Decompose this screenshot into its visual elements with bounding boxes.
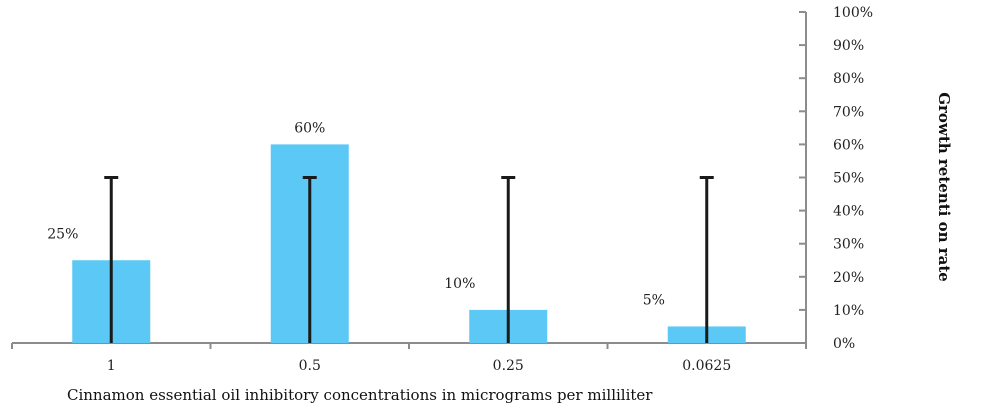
y-tick-label: 50%	[833, 171, 864, 187]
x-axis-title: Cinnamon essential oil inhibitory concen…	[67, 386, 653, 404]
bars	[72, 144, 746, 343]
y-axis-title: Growth retenti on rate	[935, 92, 953, 282]
y-tick-label: 10%	[833, 303, 864, 319]
data-label: 60%	[294, 120, 325, 136]
y-tick-label: 60%	[833, 137, 864, 153]
y-tick-label: 0%	[833, 336, 855, 352]
x-tick-label: 1	[107, 358, 116, 374]
x-tick-label: 0.25	[493, 358, 524, 374]
y-tick-label: 80%	[833, 71, 864, 87]
y-tick-label: 30%	[833, 237, 864, 253]
data-labels: 25% 60% 10% 5%	[47, 120, 665, 308]
x-tick-label: 0.0625	[682, 358, 731, 374]
y-tick-label: 40%	[833, 204, 864, 220]
y-tick-label: 20%	[833, 270, 864, 286]
data-label: 10%	[444, 276, 475, 292]
data-label: 5%	[643, 292, 665, 308]
error-bars	[104, 176, 714, 343]
x-tick-label: 0.5	[299, 358, 321, 374]
y-tick-label: 70%	[833, 104, 864, 120]
y-tick-label: 90%	[833, 38, 864, 54]
y-tick-labels: 0% 10% 20% 30% 40% 50% 60% 70% 80% 90% 100%	[833, 5, 873, 352]
y-tick-label: 100%	[833, 5, 873, 21]
x-tick-labels: 1 0.5 0.25 0.0625	[107, 358, 731, 374]
data-label: 25%	[47, 226, 78, 242]
